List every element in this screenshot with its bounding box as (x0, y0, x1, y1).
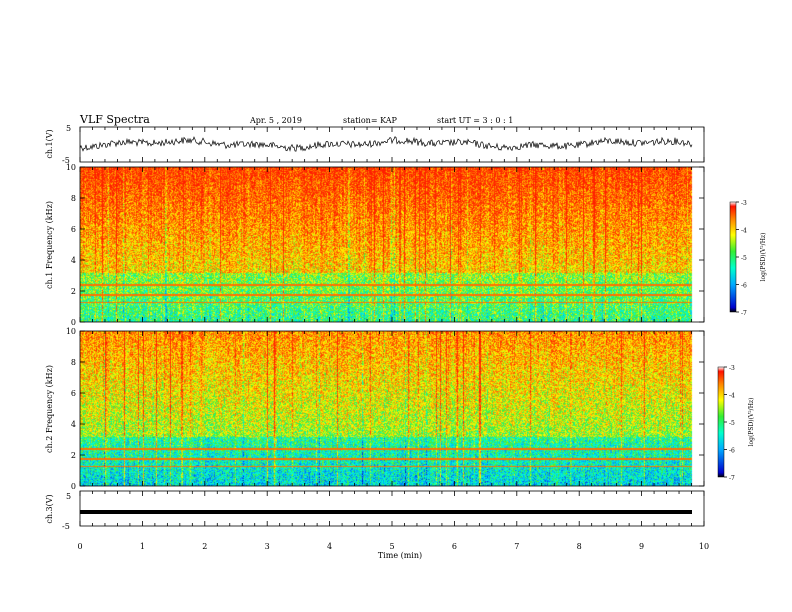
xtick-label: 4 (327, 542, 332, 551)
colorbar-tick-label: -7 (729, 475, 735, 482)
xtick-label: 6 (452, 542, 457, 551)
ch3-ytick-bottom: -5 (62, 522, 70, 531)
xtick-label: 0 (77, 542, 82, 551)
colorbar-tick-label: -6 (729, 448, 735, 455)
ytick-label: 4 (71, 256, 76, 265)
ch2-freq-ylabel: ch.2 Frequency (kHz) (45, 365, 54, 453)
ch3-ytick-top: 5 (66, 492, 71, 501)
ch2-colorbar: -3 -4 -5 -6 -7 log(PSD)(V²/Hz) (717, 365, 755, 482)
colorbar-tick-label: -7 (741, 310, 747, 317)
ch2-spectrogram-panel: 0 2 4 6 8 10 ch.2 Frequency (kHz) (45, 327, 705, 491)
ch2-spectrogram-image (80, 331, 704, 486)
ch1-waveform-panel: 5 -5 ch.1(V) (45, 124, 705, 165)
xtick-label: 3 (265, 542, 270, 551)
colorbar-tick-label: -4 (741, 228, 747, 235)
xtick-label: 8 (577, 542, 582, 551)
ch1-colorbar-label: log(PSD)(V²/Hz) (760, 233, 767, 282)
ytick-label: 0 (71, 318, 76, 327)
date-label: Apr. 5 , 2019 (249, 116, 302, 125)
ytick-label: 10 (66, 163, 76, 172)
ytick-label: 8 (71, 194, 76, 203)
ch1-freq-ylabel: ch.1 Frequency (kHz) (45, 201, 54, 289)
ch1-ylabel: ch.1(V) (45, 129, 54, 158)
ch3-ylabel: ch.3(V) (45, 494, 54, 523)
colorbar-tick-label: -5 (729, 420, 735, 427)
ytick-label: 2 (71, 451, 76, 460)
ytick-label: 0 (71, 482, 76, 491)
ch1-colorbar: -3 -4 -5 -6 -7 log(PSD)(V²/Hz) (729, 200, 767, 317)
ytick-label: 6 (71, 225, 76, 234)
xtick-label: 9 (639, 542, 644, 551)
ch1-ytick-top: 5 (66, 124, 71, 133)
colorbar-tick-label: -3 (741, 200, 747, 207)
ch1-waveform-line (79, 136, 693, 152)
colorbar-tick-label: -5 (741, 255, 747, 262)
ytick-label: 10 (66, 327, 76, 336)
start-time-label: start UT = 3 : 0 : 1 (437, 116, 513, 125)
xtick-label: 1 (140, 542, 145, 551)
ytick-label: 6 (71, 389, 76, 398)
colorbar-tick-label: -4 (729, 393, 735, 400)
figure-title: VLF Spectra (79, 113, 150, 126)
ch1-spectrogram-panel: 0 2 4 6 8 10 ch.1 Frequency (kHz) (45, 163, 705, 327)
colorbar-tick-label: -3 (729, 365, 735, 372)
ch1-ytick-bottom: -5 (62, 156, 70, 165)
ch3-waveform-panel: 5 -5 ch.3(V) (45, 490, 705, 531)
ytick-label: 4 (71, 420, 76, 429)
xtick-label: 7 (514, 542, 519, 551)
xtick-label: 2 (202, 542, 207, 551)
ytick-label: 2 (71, 287, 76, 296)
x-axis-label: Time (min) (378, 551, 422, 560)
station-label: station= KAP (343, 116, 398, 125)
colorbar-tick-label: -6 (741, 283, 747, 290)
xtick-label: 10 (699, 542, 709, 551)
ch2-colorbar-label: log(PSD)(V²/Hz) (748, 398, 755, 447)
xtick-label: 5 (389, 542, 394, 551)
ytick-label: 8 (71, 358, 76, 367)
ch1-spectrogram-image (80, 167, 704, 322)
